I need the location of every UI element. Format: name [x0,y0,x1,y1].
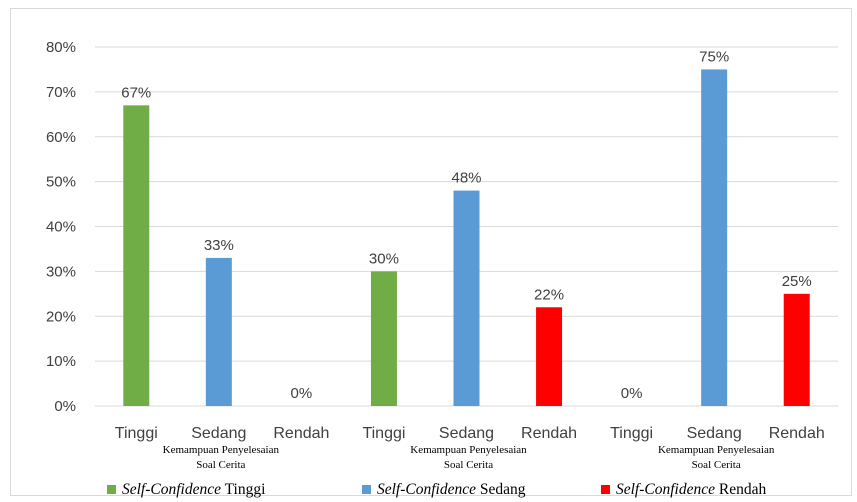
group-labels: Kemampuan Penyelesaian Soal Cerita Kemampu… [163,444,775,471]
y-tick-label: 80% [46,39,76,56]
group-label-line2: Soal Cerita [692,459,741,471]
data-labels: 67% 33% 0% 30% 48% 22% 0% 75% 25% [121,48,811,402]
y-tick-label: 70% [46,84,76,101]
y-axis-ticks: 0% 10% 20% 30% 40% 50% 60% 70% 80% [46,39,76,415]
category-label: Rendah [273,425,329,442]
group-label-line2: Soal Cerita [196,459,245,471]
category-label: Rendah [521,425,577,442]
data-label: 33% [204,237,234,254]
bar-rendah [536,307,563,406]
legend-swatch-sedang [362,485,371,494]
legend-swatch-tinggi [107,485,116,494]
category-label: Tinggi [610,425,653,442]
bar-rendah [783,293,810,406]
group-label-line1: Kemampuan Penyelesaian [658,444,775,456]
group-label-line2: Soal Cerita [444,459,493,471]
category-label: Sedang [439,425,494,442]
group-label-line1: Kemampuan Penyelesaian [163,444,280,456]
data-label: 0% [621,385,643,402]
bar-sedang [453,190,480,406]
category-labels: Tinggi Sedang Rendah Tinggi Sedang Rendah Ting… [115,425,825,442]
y-tick-label: 30% [46,263,76,280]
bar-sedang [701,69,728,406]
y-tick-label: 20% [46,308,76,325]
legend-entry-sedang: Self-Confidence Sedang [377,481,526,498]
legend-swatch-rendah [601,485,610,494]
bars [123,69,810,407]
legend-entry-tinggi: Self-Confidence Tinggi [122,481,266,498]
data-label: 67% [121,84,151,101]
y-tick-label: 60% [46,129,76,146]
category-label: Sedang [191,425,246,442]
data-label: 25% [782,273,812,290]
group-label-line1: Kemampuan Penyelesaian [410,444,527,456]
bar-sedang [205,257,232,406]
data-label: 22% [534,286,564,303]
y-tick-label: 10% [46,353,76,370]
data-label: 75% [699,48,729,65]
data-label: 0% [291,385,313,402]
legend: Self-Confidence Tinggi Self-Confidence Se… [107,481,766,498]
y-tick-label: 40% [46,219,76,236]
bar-tinggi [123,105,150,407]
data-label: 30% [369,250,399,267]
category-label: Tinggi [362,425,405,442]
category-label: Tinggi [115,425,158,442]
y-tick-label: 50% [46,174,76,191]
category-label: Sedang [687,425,742,442]
legend-entry-rendah: Self-Confidence Rendah [616,481,766,498]
bar-tinggi [370,271,397,406]
data-label: 48% [451,170,481,187]
y-tick-label: 0% [54,398,76,415]
category-label: Rendah [769,425,825,442]
